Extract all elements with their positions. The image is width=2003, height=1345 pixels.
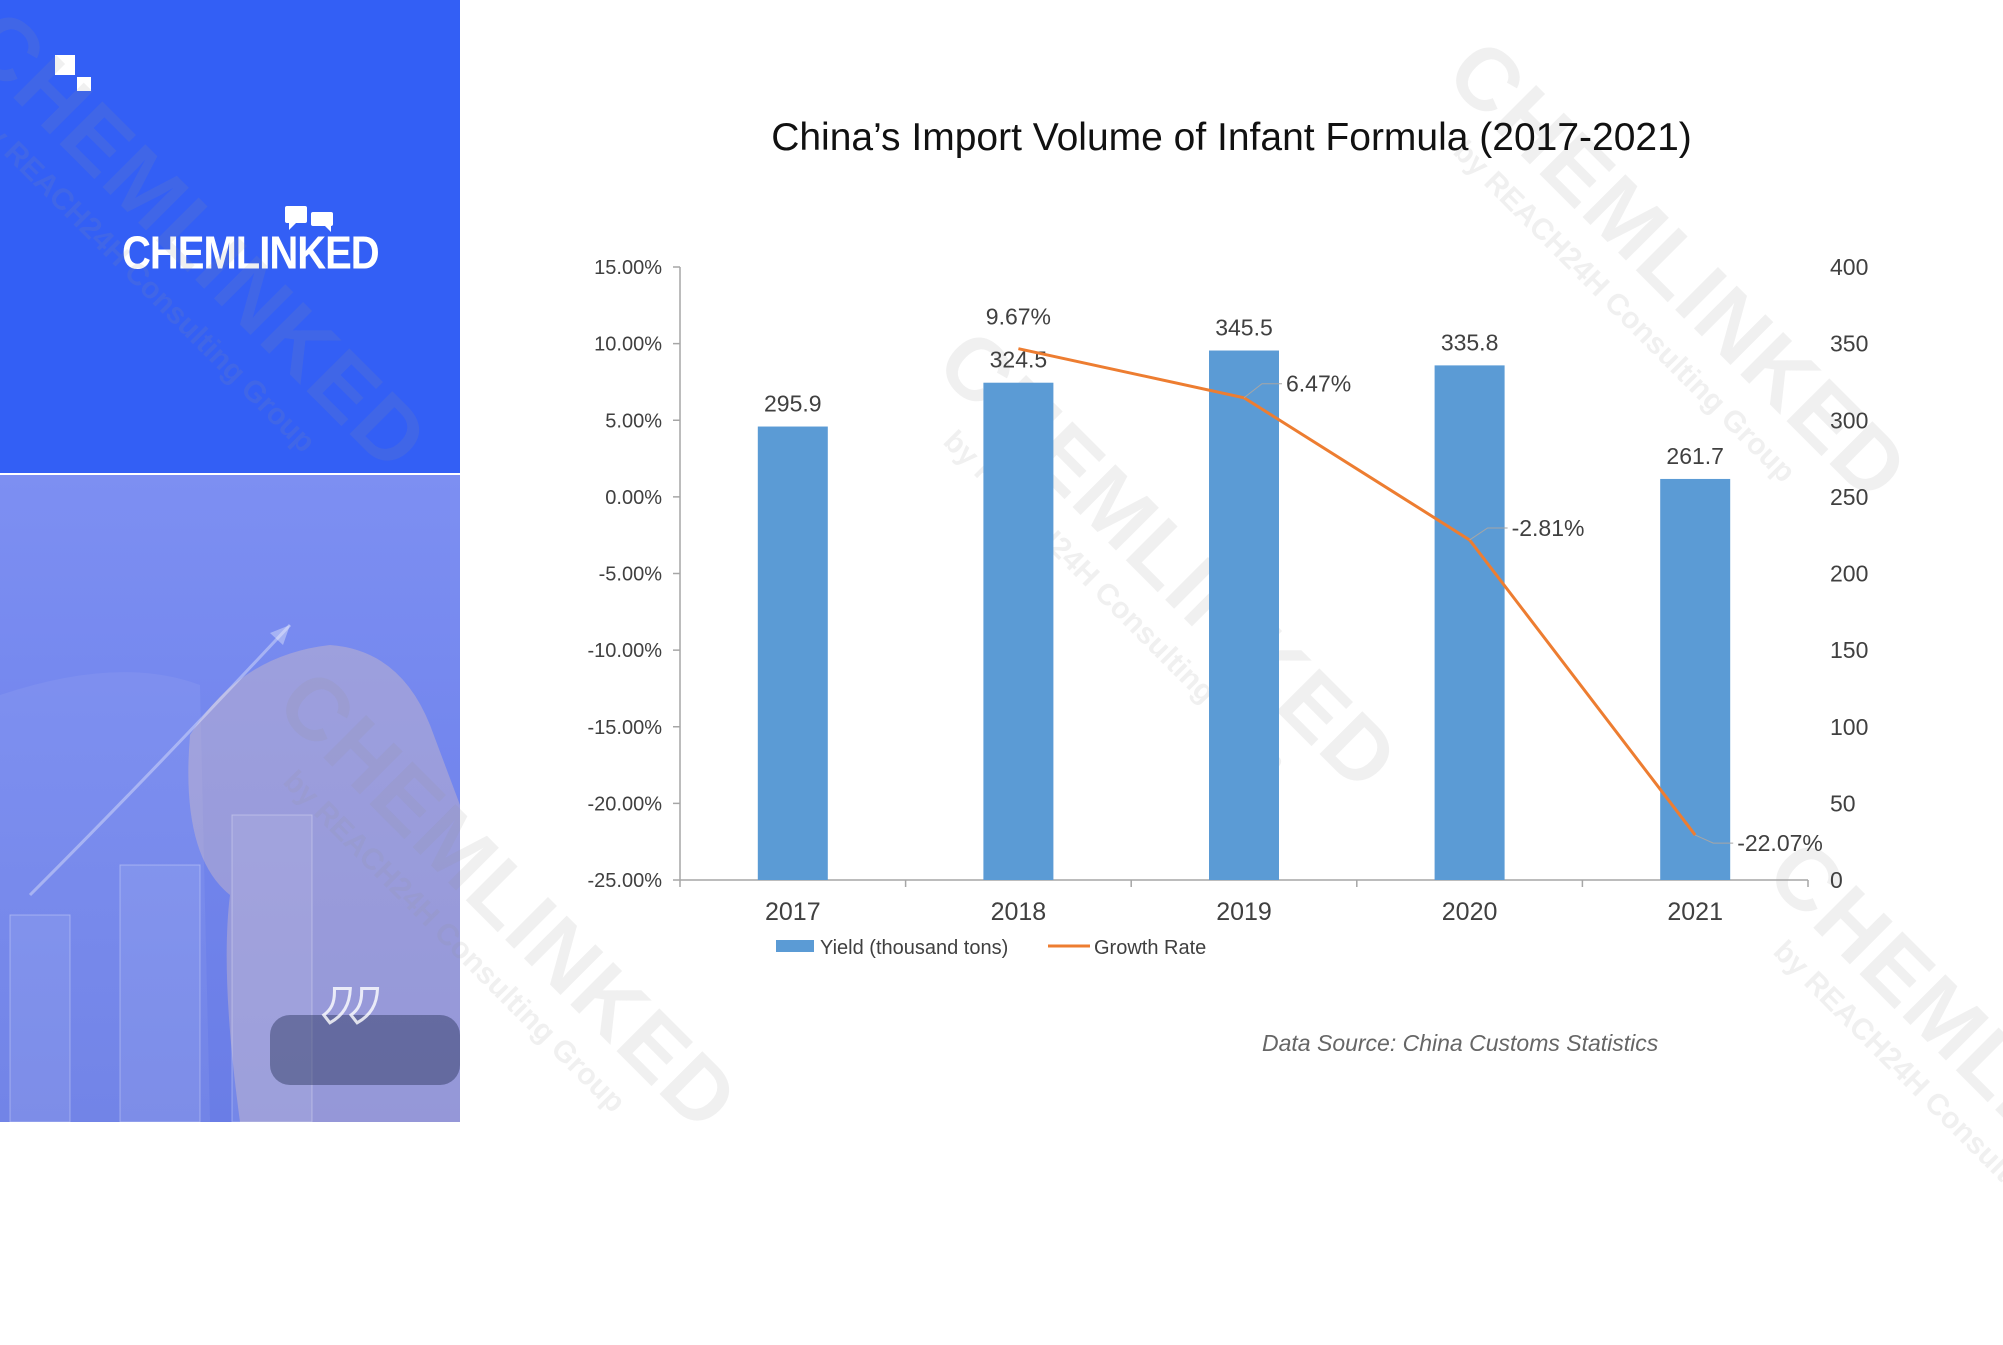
line-data-label: -2.81% [1512,515,1585,541]
right-axis-tick-label: 400 [1830,254,1868,280]
left-axis-tick-label: 0.00% [605,487,662,509]
line-data-label: 9.67% [986,304,1051,330]
left-axis-tick-label: -25.00% [588,870,663,892]
right-axis-tick-label: 150 [1830,637,1868,663]
bar-data-label: 345.5 [1215,315,1273,341]
combo-chart: 15.00% 10.00% 5.00% 0.00% -5.00% -10.00% -15.0… [0,0,2003,1122]
left-axis-tick-label: 5.00% [605,410,662,432]
x-axis-tick-label: 2018 [991,898,1047,926]
right-axis-tick-label: 100 [1830,714,1868,740]
bar [758,427,828,880]
bar [1660,479,1730,880]
bar [1435,365,1505,880]
right-axis-tick-label: 50 [1830,790,1856,816]
right-axis-tick-label: 350 [1830,331,1868,357]
left-axis-tick-label: 15.00% [594,257,662,279]
right-axis-tick-label: 250 [1830,484,1868,510]
left-axis-tick-label: -5.00% [599,564,663,586]
x-axis-tick-label: 2017 [765,898,821,926]
x-axis-tick-label: 2021 [1667,898,1723,926]
line-data-label: 6.47% [1286,371,1351,397]
legend-bar-swatch [776,940,814,952]
growth-rate-line [1018,349,1695,835]
right-axis-tick-label: 0 [1830,867,1843,893]
bar [1209,351,1279,880]
x-axis-tick-label: 2020 [1442,898,1498,926]
right-axis-tick-label: 200 [1830,561,1868,587]
legend-label-yield: Yield (thousand tons) [820,937,1008,959]
left-axis-tick-label: -10.00% [588,640,663,662]
line-data-label: -22.07% [1737,830,1823,856]
legend-label-growth: Growth Rate [1094,937,1206,959]
left-axis-tick-label: 10.00% [594,334,662,356]
left-axis-tick-label: -20.00% [588,793,663,815]
data-source-note: Data Source: China Customs Statistics [1262,1030,1658,1057]
bar [983,383,1053,880]
right-axis-tick-label: 300 [1830,407,1868,433]
bar-data-label: 295.9 [764,391,822,417]
bar-data-label: 335.8 [1441,329,1499,355]
x-axis-tick-label: 2019 [1216,898,1272,926]
bar-data-label: 324.5 [990,347,1048,373]
bar-data-label: 261.7 [1666,443,1724,469]
left-axis-tick-label: -15.00% [588,717,663,739]
